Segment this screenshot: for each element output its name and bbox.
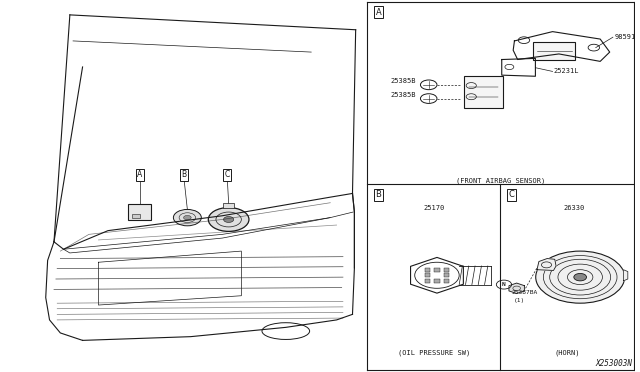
Bar: [534, 42, 575, 60]
Text: (HORN): (HORN): [555, 349, 580, 356]
Text: 25231L: 25231L: [554, 68, 579, 74]
Circle shape: [574, 273, 586, 281]
Bar: [444, 268, 449, 272]
Text: A: A: [137, 170, 142, 179]
Text: (FRONT AIRBAG SENSOR): (FRONT AIRBAG SENSOR): [456, 177, 545, 184]
Polygon shape: [537, 259, 556, 270]
Bar: [223, 203, 234, 208]
Text: (OIL PRESSURE SW): (OIL PRESSURE SW): [397, 349, 470, 356]
Text: A: A: [376, 8, 381, 17]
Circle shape: [536, 251, 625, 303]
Text: 25170: 25170: [423, 205, 444, 211]
Bar: [444, 279, 449, 283]
Text: N: N: [502, 282, 506, 287]
Bar: [132, 214, 140, 218]
Text: 26330: 26330: [563, 205, 584, 211]
Text: 25385B: 25385B: [390, 78, 416, 84]
Bar: [425, 268, 430, 272]
Bar: [463, 76, 503, 108]
Circle shape: [208, 208, 249, 231]
Bar: [128, 204, 151, 220]
Text: C: C: [509, 190, 515, 199]
Text: C: C: [225, 170, 230, 179]
Bar: [444, 273, 449, 277]
Text: 25387BA: 25387BA: [511, 290, 538, 295]
Bar: [425, 279, 430, 283]
Text: (1): (1): [513, 298, 525, 302]
Bar: [425, 273, 430, 277]
Text: 25385B: 25385B: [390, 92, 416, 98]
Polygon shape: [623, 270, 628, 281]
Text: B: B: [182, 170, 187, 179]
Circle shape: [173, 209, 202, 226]
Circle shape: [497, 280, 511, 289]
Polygon shape: [509, 283, 524, 294]
Bar: [435, 268, 440, 272]
Circle shape: [184, 215, 191, 220]
Circle shape: [223, 217, 234, 222]
Text: 98591: 98591: [614, 34, 636, 40]
Bar: [435, 279, 440, 283]
Text: X253003N: X253003N: [596, 359, 632, 368]
Text: B: B: [376, 190, 381, 199]
